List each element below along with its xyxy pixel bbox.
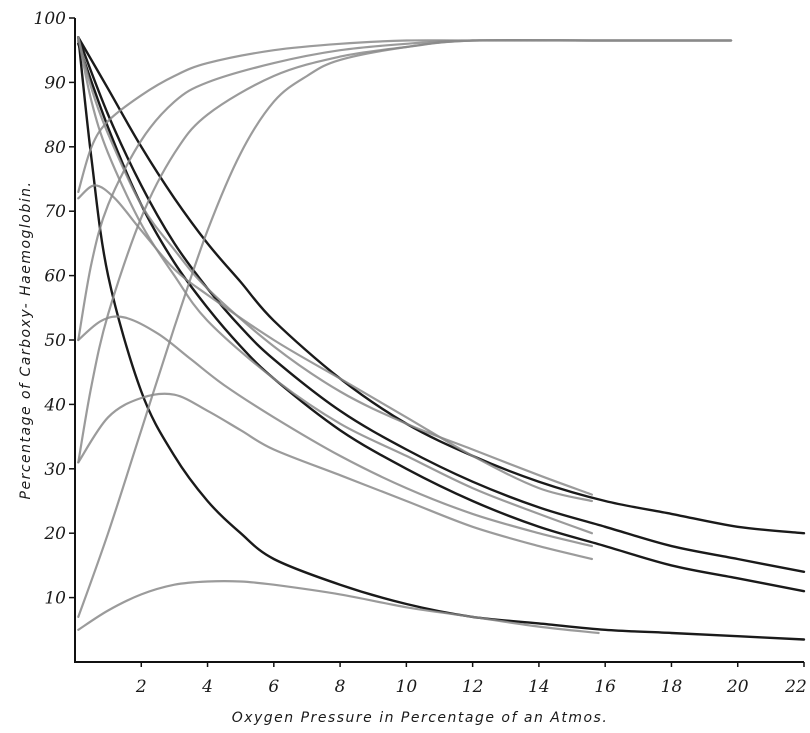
y-tick-label: 100 bbox=[34, 9, 67, 29]
curve-gray-7 bbox=[77, 184, 593, 503]
x-tick-label: 18 bbox=[661, 677, 683, 697]
x-axis-title: Oxygen Pressure in Percentage of an Atmo… bbox=[232, 710, 609, 726]
y-axis-title: Percentage of Carboxy- Haemoglobin. bbox=[18, 181, 34, 500]
curves-group bbox=[77, 36, 806, 641]
x-tick-label: 20 bbox=[726, 677, 749, 697]
curve-gray-8 bbox=[77, 315, 593, 548]
x-tick-label: 16 bbox=[594, 677, 616, 697]
x-tick-label: 14 bbox=[528, 677, 550, 697]
curve-dark-2 bbox=[77, 42, 806, 593]
x-tick-label: 2 bbox=[135, 677, 147, 697]
y-tick-label: 80 bbox=[44, 138, 66, 158]
x-tick-label: 8 bbox=[335, 677, 346, 697]
y-tick-label: 70 bbox=[44, 202, 66, 222]
y-axis-ticks: 10 20 30 40 50 60 70 80 90 100 bbox=[34, 9, 75, 609]
y-tick-label: 10 bbox=[44, 589, 66, 609]
x-tick-label: 6 bbox=[268, 677, 279, 697]
x-tick-label: 4 bbox=[201, 677, 213, 697]
y-tick-label: 90 bbox=[44, 73, 66, 93]
curve-dark-1 bbox=[77, 36, 806, 641]
curve-gray-14 bbox=[77, 38, 733, 618]
x-axis-ticks: 2 4 6 8 10 12 14 16 18 20 22 bbox=[135, 662, 807, 697]
y-tick-label: 60 bbox=[44, 267, 66, 287]
curve-gray-6 bbox=[77, 36, 593, 535]
y-tick-label: 50 bbox=[44, 331, 66, 351]
curve-dark-4 bbox=[77, 36, 806, 535]
curve-dark-3 bbox=[77, 36, 806, 573]
curve-gray-10 bbox=[77, 580, 600, 635]
axes-frame bbox=[74, 18, 804, 663]
curve-gray-12 bbox=[77, 39, 733, 342]
x-tick-label: 12 bbox=[462, 677, 484, 697]
curve-gray-9 bbox=[77, 392, 593, 561]
y-tick-label: 40 bbox=[43, 395, 66, 415]
curve-gray-5 bbox=[77, 36, 593, 496]
curve-gray-11 bbox=[77, 39, 733, 193]
y-tick-label: 30 bbox=[44, 460, 66, 480]
y-tick-label: 20 bbox=[43, 524, 66, 544]
x-tick-label: 10 bbox=[396, 677, 418, 697]
x-tick-label: 22 bbox=[784, 677, 807, 697]
